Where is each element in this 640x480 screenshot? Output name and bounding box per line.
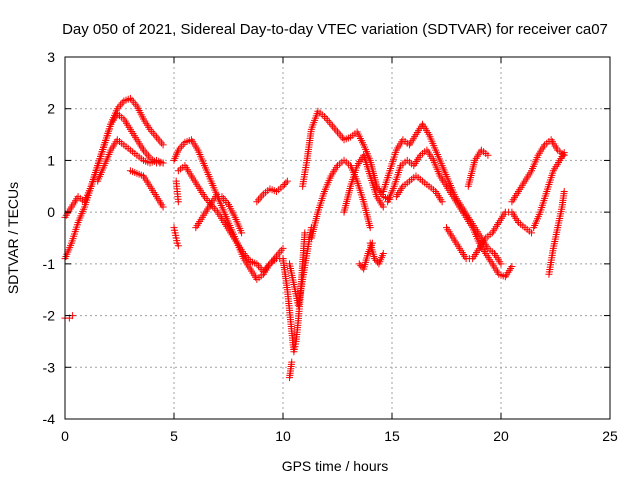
series-pass-11 (253, 177, 291, 206)
data-point (154, 135, 162, 143)
data-point (274, 250, 282, 258)
data-point (372, 256, 380, 264)
data-point (279, 182, 287, 190)
y-tick-label: 1 (47, 152, 55, 168)
grid (65, 57, 610, 419)
data-point (159, 159, 167, 167)
series-pass-10 (192, 193, 246, 237)
y-tick-label: -1 (43, 256, 56, 272)
plot-frame (64, 56, 611, 420)
data-point (159, 141, 167, 149)
data-point (279, 244, 287, 252)
data-point (484, 151, 492, 159)
data-point (276, 248, 284, 256)
data-point (528, 229, 536, 237)
series-pass-3 (61, 312, 77, 322)
data-point (174, 198, 182, 206)
data-point (438, 198, 446, 206)
x-axis-label: GPS time / hours (282, 458, 389, 474)
data-point (256, 194, 264, 202)
series-pass-23 (443, 208, 536, 263)
x-tick-label: 25 (602, 428, 618, 444)
series-pass-5 (126, 167, 167, 211)
data-point (277, 246, 285, 254)
data-point (143, 150, 151, 158)
y-axis-label: SDTVAR / TECUs (5, 182, 21, 294)
data-point (379, 250, 387, 258)
data-point (379, 203, 387, 211)
data-point (332, 126, 340, 134)
data-point (335, 130, 343, 138)
y-tick-label: 3 (47, 49, 55, 65)
y-tick-label: -3 (43, 359, 56, 375)
series-pass-27 (545, 187, 568, 278)
data-point (157, 139, 165, 147)
data-point (151, 131, 159, 139)
data-point (324, 116, 332, 124)
data-point (156, 137, 164, 145)
data-point (253, 198, 261, 206)
data-point (357, 262, 365, 270)
x-tick-label: 10 (275, 428, 291, 444)
data-point (355, 260, 363, 268)
data-point (174, 242, 182, 250)
data-point (330, 124, 338, 132)
series-pass-4 (94, 136, 167, 185)
data-point (130, 98, 138, 106)
data-point (288, 358, 296, 366)
series-pass-26 (530, 149, 568, 232)
data-point (258, 192, 266, 200)
data-points (61, 94, 568, 382)
series-pass-8 (170, 224, 182, 250)
series-pass-24 (464, 146, 492, 190)
x-tick-label: 5 (170, 428, 178, 444)
x-tick-label: 0 (61, 428, 69, 444)
axis-ticks: 0 5 10 15 20 25 -4 -3 -2 -1 0 1 2 3 (43, 49, 618, 444)
data-point (366, 224, 374, 232)
data-point (153, 133, 161, 141)
series-pass-6 (170, 136, 287, 283)
data-point (560, 187, 568, 195)
data-point (178, 142, 186, 150)
series-pass-9 (172, 177, 182, 206)
series-pass-19 (366, 239, 387, 268)
data-point (149, 129, 157, 137)
x-tick-label: 20 (493, 428, 509, 444)
series-pass-7 (174, 162, 287, 276)
data-point (280, 181, 288, 189)
data-point (282, 179, 290, 187)
data-point (560, 149, 568, 157)
data-point (329, 122, 337, 130)
x-tick-label: 15 (384, 428, 400, 444)
series-pass-17 (340, 151, 387, 216)
data-point (283, 177, 291, 185)
data-point (337, 132, 345, 140)
data-point (325, 118, 333, 126)
series-pass-16 (307, 156, 374, 242)
series-pass-22 (392, 172, 446, 206)
data-point (322, 114, 330, 122)
data-point (117, 101, 125, 109)
data-point (334, 128, 341, 136)
y-tick-label: -2 (43, 308, 56, 324)
data-point (327, 120, 335, 128)
data-point (371, 255, 379, 263)
data-point (497, 260, 505, 268)
y-tick-label: 2 (47, 101, 55, 117)
data-point (338, 134, 346, 142)
y-tick-label: -4 (43, 411, 56, 427)
data-point (159, 203, 167, 211)
data-point (254, 196, 262, 204)
y-tick-label: 0 (47, 204, 55, 220)
chart-title: Day 050 of 2021, Sidereal Day-to-day VTE… (62, 21, 608, 38)
data-point (128, 96, 136, 104)
series-pass-15 (299, 107, 394, 203)
series-pass-25 (508, 136, 568, 206)
series-pass-21 (384, 146, 516, 281)
series-pass-13 (286, 224, 315, 309)
series-pass-14 (286, 358, 296, 382)
data-point (508, 262, 516, 270)
data-point (238, 229, 246, 237)
